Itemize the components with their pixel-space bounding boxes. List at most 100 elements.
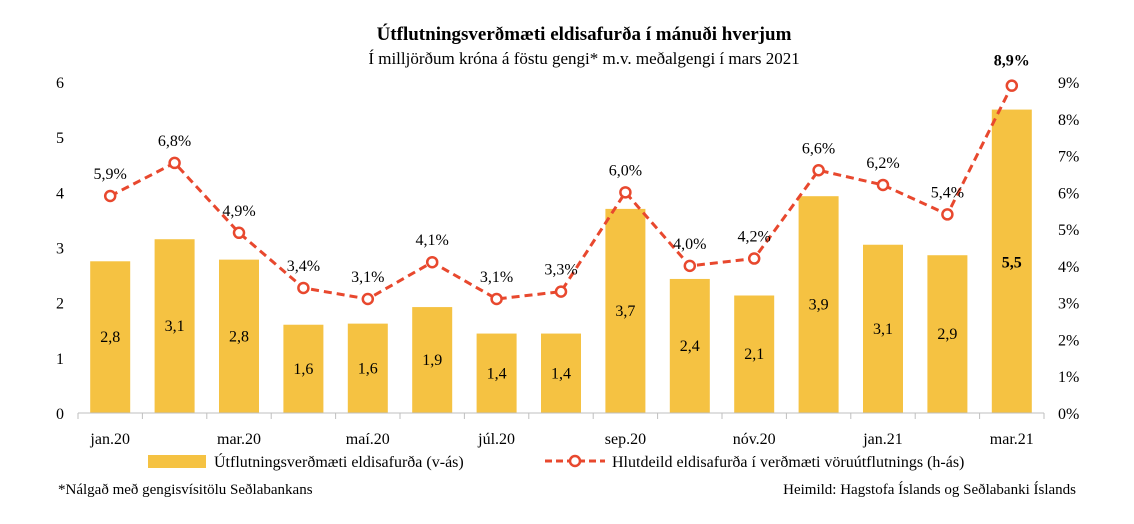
line-point <box>425 255 439 269</box>
right-axis-tick: 5% <box>1058 222 1079 239</box>
source: Heimild: Hagstofa Íslands og Seðlabanki … <box>783 481 1076 498</box>
bar-data-label: 3,9 <box>809 297 829 314</box>
line-data-label: 4,1% <box>416 232 449 249</box>
line-point <box>747 252 761 265</box>
line-series <box>103 79 1019 306</box>
bar <box>283 324 324 413</box>
line-data-label: 3,3% <box>544 262 577 279</box>
line-data-label: 4,9% <box>222 203 255 220</box>
left-axis-tick: 2 <box>56 296 64 313</box>
right-axis-tick: 9% <box>1058 75 1079 92</box>
legend-bar-label: Útflutningsverðmæti eldisafurða (v-ás) <box>214 452 464 471</box>
bar <box>734 295 775 413</box>
right-axis-tick: 0% <box>1058 406 1079 423</box>
legend: Útflutningsverðmæti eldisafurða (v-ás) H… <box>148 452 964 471</box>
bar-data-label: 2,8 <box>229 328 249 345</box>
bar-data-label: 1,6 <box>293 361 313 378</box>
bar-data-label: 1,6 <box>358 360 378 377</box>
bar <box>669 278 710 413</box>
line-data-label: 6,2% <box>866 155 899 172</box>
bar-labels: 2,8 3,1 2,8 1,6 1,6 1,9 1,4 1,4 3,7 2,4 2,1 3,9 3,1 2… <box>100 255 1022 383</box>
line-point <box>812 164 825 177</box>
line-data-label: 3,1% <box>351 269 384 286</box>
right-axis-tick: 6% <box>1058 185 1079 202</box>
line-data-label: 5,9% <box>94 166 127 183</box>
bar-series <box>90 109 1032 413</box>
line-point <box>941 208 954 221</box>
x-tick-label: jan.20 <box>89 431 130 448</box>
line-data-label: 6,0% <box>609 162 642 179</box>
bar <box>476 333 517 413</box>
right-axis: 0% 1% 2% 3% 4% 5% 6% 7% 8% 9% <box>1058 75 1079 423</box>
bar-data-label: 1,4 <box>487 365 507 382</box>
line-point <box>168 156 181 170</box>
bar <box>798 196 839 413</box>
legend-line-marker <box>568 454 582 468</box>
bar <box>927 255 968 413</box>
bar <box>863 244 903 413</box>
left-axis-tick: 4 <box>56 185 64 202</box>
x-tick-label: sep.20 <box>605 431 646 448</box>
line-data-label: 8,9% <box>994 53 1030 70</box>
x-tick-label: mar.20 <box>217 431 261 448</box>
bar-data-label: 5,5 <box>1002 255 1022 272</box>
bar <box>219 259 259 413</box>
bar <box>412 307 453 413</box>
line-point <box>103 189 117 203</box>
bar <box>90 261 131 413</box>
line-point <box>361 292 375 306</box>
right-axis-tick: 4% <box>1058 259 1079 276</box>
line-data-label: 3,4% <box>287 258 320 275</box>
x-tick-label: maí.20 <box>346 431 390 448</box>
line-data-label: 4,0% <box>673 236 706 253</box>
x-tick-label: jan.21 <box>862 431 903 448</box>
legend-line-label: Hlutdeild eldisafurða í verðmæti vöruútf… <box>612 454 964 471</box>
bar-data-label: 3,7 <box>615 303 635 320</box>
bar <box>541 333 581 413</box>
right-axis-tick: 2% <box>1058 332 1079 349</box>
right-axis-tick: 1% <box>1058 369 1079 386</box>
bar-data-label: 2,4 <box>680 338 700 355</box>
line-point <box>683 259 697 273</box>
line-path <box>109 85 1014 301</box>
line-point <box>876 178 890 192</box>
right-axis-tick: 7% <box>1058 149 1079 166</box>
line-data-label: 4,2% <box>738 229 771 246</box>
right-axis-tick: 3% <box>1058 296 1079 313</box>
bar-data-label: 1,9 <box>422 352 442 369</box>
x-tick-label: nóv.20 <box>733 431 776 448</box>
bar-data-label: 2,1 <box>744 346 764 363</box>
line-point <box>1005 79 1019 92</box>
footnote: *Nálgað með gengisvísitölu Seðlabankans <box>58 482 313 498</box>
line-point <box>619 186 632 199</box>
line-point <box>490 292 503 306</box>
bar-data-label: 2,9 <box>937 326 957 343</box>
chart-title: Útflutningsverðmæti eldisafurða í mánuði… <box>377 23 792 45</box>
bar-data-label: 1,4 <box>551 365 571 382</box>
left-axis: 0 1 2 3 4 5 6 <box>56 75 64 423</box>
line-point <box>297 281 310 295</box>
bar-data-label: 3,1 <box>165 318 185 335</box>
bar-data-label: 2,8 <box>100 329 120 346</box>
line-data-label: 6,8% <box>158 133 191 150</box>
left-axis-tick: 6 <box>56 75 64 92</box>
line-data-label: 6,6% <box>802 140 835 157</box>
left-axis-tick: 3 <box>56 241 64 258</box>
line-labels: 5,9% 6,8% 4,9% 3,4% 3,1% 4,1% 3,1% 3,3% 6,0% 4,0%… <box>94 53 1030 286</box>
left-axis-tick: 5 <box>56 130 64 147</box>
right-axis-tick: 8% <box>1058 112 1079 129</box>
chart-subtitle: Í milljörðum króna á föstu gengi* m.v. m… <box>368 49 799 68</box>
x-axis-ticks: jan.20 mar.20 maí.20 júl.20 sep.20 nóv.20 jan.… <box>77 413 1045 448</box>
bar <box>605 208 646 413</box>
x-tick-label: júl.20 <box>477 431 515 448</box>
line-data-label: 5,4% <box>931 184 964 201</box>
x-tick-label: mar.21 <box>990 431 1034 448</box>
line-data-label: 3,1% <box>480 269 513 286</box>
left-axis-tick: 1 <box>56 351 64 368</box>
legend-bar-swatch <box>148 455 206 468</box>
bar <box>154 239 195 413</box>
left-axis-tick: 0 <box>56 406 64 423</box>
line-point <box>554 285 568 298</box>
line-point <box>232 226 246 240</box>
